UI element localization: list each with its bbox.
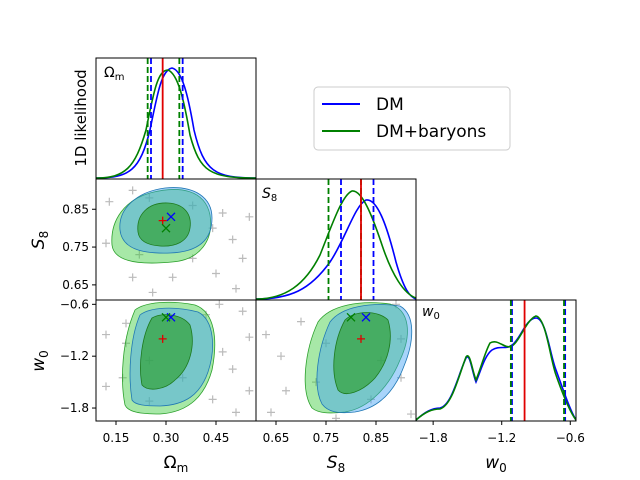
xlabel-om: Ωm: [164, 453, 189, 475]
x-ticks: 0.15 0.30 0.45 0.65 0.75 0.85 −1.8 −1.2 −0.6: [103, 421, 585, 445]
dmb-likelihood-w0: [416, 315, 576, 421]
grid-point: [128, 273, 137, 282]
panel-label-s8: S8: [262, 186, 277, 204]
grid-point: [407, 410, 415, 419]
grid-point: [238, 307, 247, 316]
grid-point: [297, 317, 305, 326]
grid-point: [218, 209, 227, 218]
dm-best-fit-marker: [166, 212, 176, 222]
grid-point: [232, 408, 240, 417]
y-tick-label-w0: −1.2: [60, 349, 89, 363]
grid-point: [282, 386, 290, 395]
grid-point: [102, 239, 110, 248]
legend-label-dm: DM: [376, 95, 404, 115]
grid-point: [262, 330, 270, 339]
grid-point: [188, 201, 197, 210]
grid-point: [332, 414, 340, 421]
grid-point: [322, 339, 330, 348]
grid-point: [168, 273, 177, 282]
x-tick-label-om: 0.45: [203, 431, 230, 445]
dmb-best-fit-marker: [346, 312, 356, 322]
grid-point: [128, 186, 137, 195]
truth-marker: [357, 334, 365, 343]
grid-point: [245, 386, 254, 395]
grid-point: [122, 319, 130, 328]
dmb-likelihood-om: [96, 69, 256, 179]
y-tick-label-s8: 0.85: [62, 202, 89, 216]
grid-point: [228, 365, 237, 374]
dm-likelihood-om: [96, 67, 256, 179]
grid-point: [267, 408, 275, 417]
y-tick-label-w0: −1.8: [60, 401, 89, 415]
grid-point: [208, 224, 217, 233]
dmb-contour-inner-s8-w0: [333, 312, 391, 394]
x-tick-label-s8: 0.85: [363, 431, 390, 445]
grid-point: [148, 288, 157, 297]
panel-label-w0: w0: [422, 304, 440, 322]
grid-point: [105, 197, 114, 206]
grid-point: [312, 378, 320, 387]
x-tick-label-w0: −1.8: [419, 431, 448, 445]
panel-w0-1d: w0: [415, 299, 577, 422]
ylabel-w0: w0: [29, 350, 51, 372]
panel-s8-1d-frame: [255, 178, 417, 301]
panel-om-w0: [95, 299, 257, 422]
dmb-likelihood-s8: [256, 190, 416, 300]
grid-point: [228, 235, 237, 244]
y-tick-label-s8: 0.65: [62, 278, 89, 292]
dmb-contour-inner-om-w0: [140, 314, 193, 390]
panel-om-1d: Ωm: [95, 57, 257, 180]
dmb-contour-inner: [137, 202, 191, 247]
xlabel-s8: S8: [327, 453, 345, 475]
grid-point: [218, 347, 227, 356]
grid-point: [135, 250, 144, 259]
x-tick-label-om: 0.30: [153, 431, 180, 445]
panel-label-om: Ωm: [104, 65, 124, 83]
dmb-best-fit-marker: [161, 312, 171, 322]
grid-point: [367, 395, 375, 404]
xlabel-w0: w0: [485, 453, 507, 475]
x-tick-label-om: 0.15: [103, 431, 130, 445]
grid-point: [208, 395, 217, 404]
grid-point: [178, 373, 187, 382]
panel-om-s8: [95, 178, 257, 301]
grid-point: [215, 300, 224, 309]
y-tick-label-s8: 0.75: [62, 240, 89, 254]
truth-marker: [158, 334, 167, 343]
panel-s8-w0: [255, 299, 417, 422]
grid-point: [245, 212, 254, 221]
dm-likelihood-s8: [256, 199, 416, 300]
x-tick-label-s8: 0.65: [263, 431, 290, 445]
dm-likelihood-w0: [416, 317, 576, 421]
grid-point: [102, 330, 110, 339]
y-ticks: 0.65 0.75 0.85 −1.8 −1.2 −0.6: [60, 202, 96, 415]
grid-point: [212, 269, 220, 278]
grid-point: [397, 334, 405, 343]
grid-point: [145, 397, 154, 406]
panel-s8-1d: S8: [255, 178, 417, 301]
y-tick-label-w0: −0.6: [60, 297, 89, 311]
truth-marker: [158, 216, 167, 225]
legend-label-dmb: DM+baryons: [376, 122, 486, 142]
grid-point: [232, 284, 240, 293]
x-tick-label-w0: −0.6: [556, 431, 585, 445]
x-tick-label-s8: 0.75: [313, 431, 340, 445]
x-tick-label-w0: −1.2: [487, 431, 516, 445]
grid-point: [102, 382, 110, 391]
grid-point: [245, 333, 254, 342]
panel-s8-w0-frame: [255, 299, 417, 422]
dm-best-fit-marker: [361, 312, 371, 322]
grid-point: [238, 254, 247, 263]
grid-point: [145, 193, 154, 202]
ylabel-s8: S8: [29, 231, 51, 249]
ylabel-1d-likelihood: 1D likelihood: [72, 69, 90, 166]
legend-box: [313, 86, 511, 151]
legend: DM DM+baryons: [313, 86, 511, 151]
grid-point: [277, 352, 285, 361]
dmb-best-fit-marker: [161, 223, 171, 233]
grid-point: [397, 373, 405, 382]
